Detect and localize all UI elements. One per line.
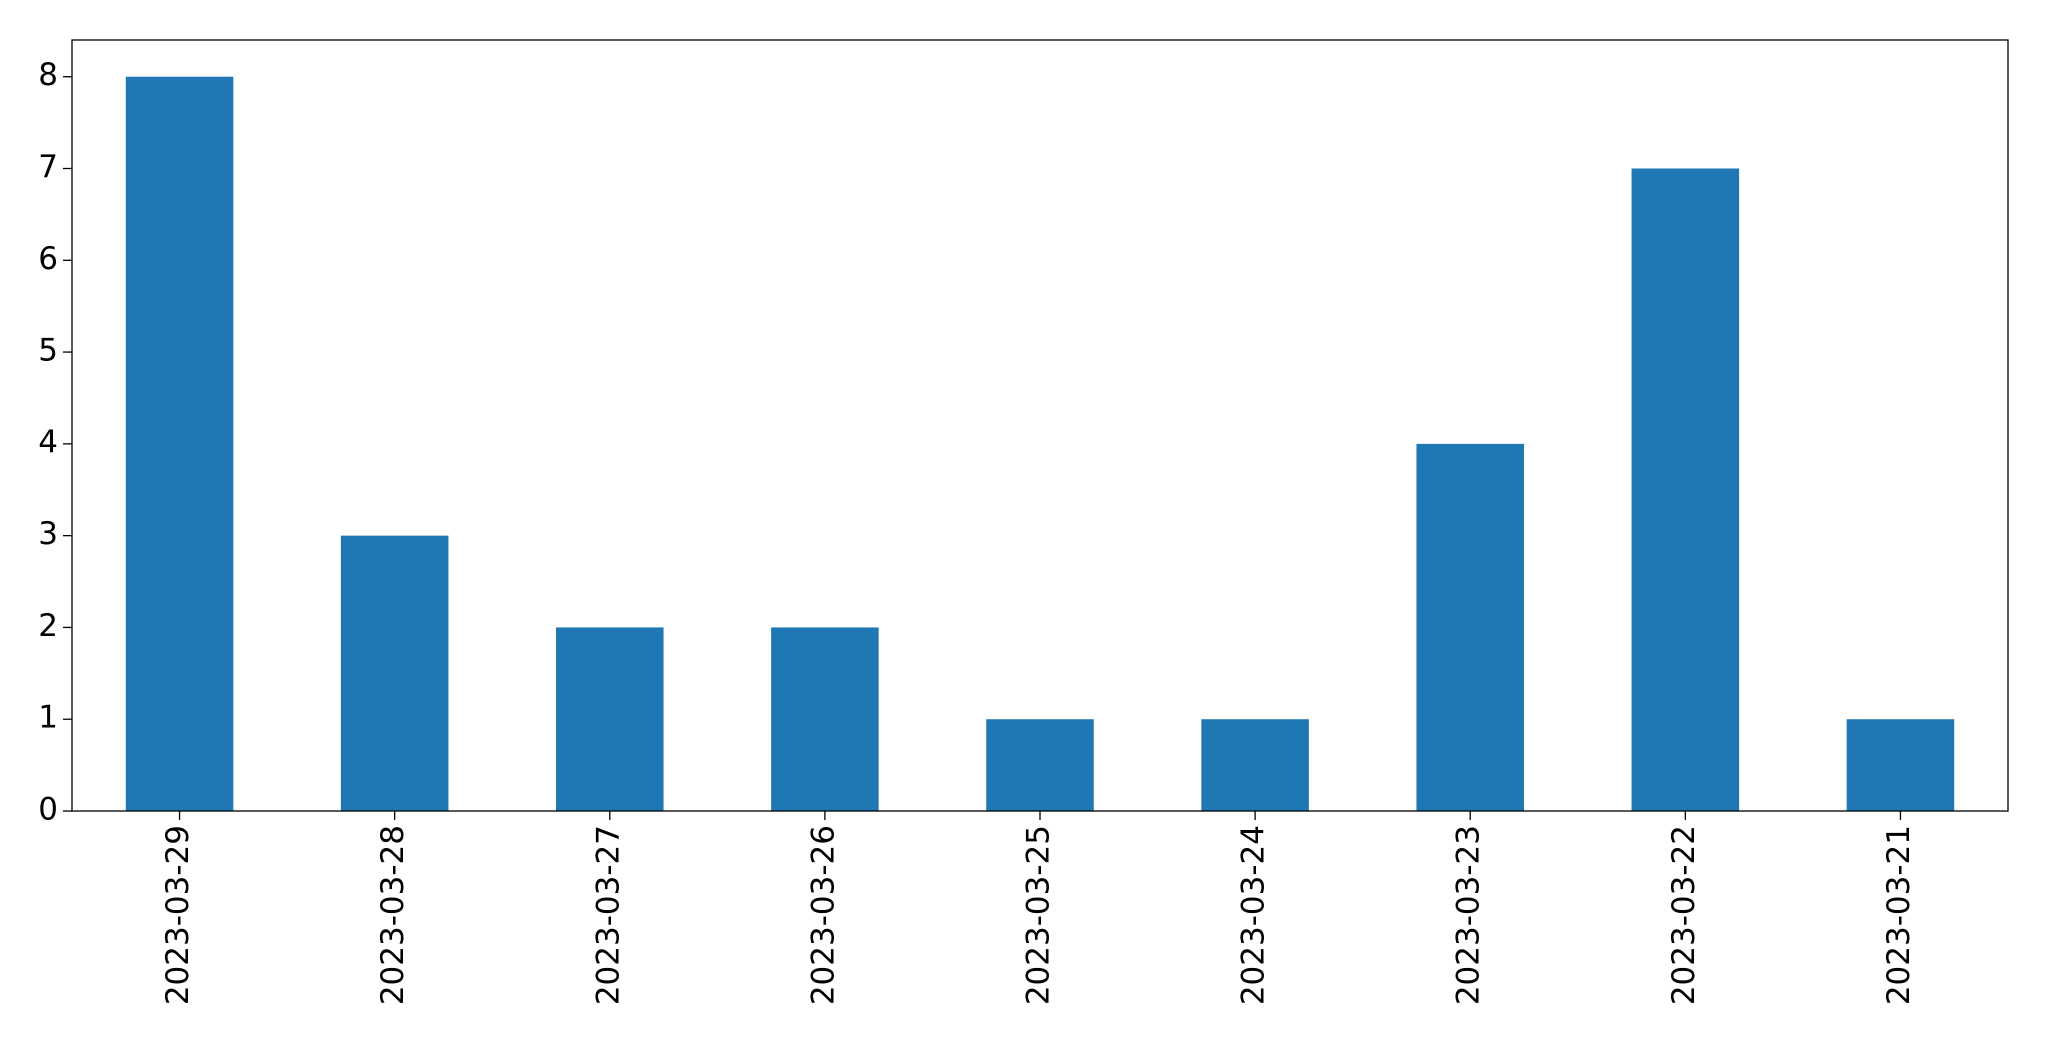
x-tick-label: 2023-03-26 bbox=[805, 825, 841, 1005]
bar bbox=[986, 719, 1094, 811]
bar bbox=[1631, 168, 1740, 811]
y-tick-label: 1 bbox=[38, 700, 58, 736]
y-tick-label: 2 bbox=[38, 608, 58, 644]
x-tick-label: 2023-03-23 bbox=[1451, 825, 1487, 1005]
x-tick-label: 2023-03-24 bbox=[1236, 825, 1272, 1005]
bar bbox=[1201, 719, 1309, 811]
y-tick-label: 7 bbox=[38, 149, 58, 185]
y-tick-label: 3 bbox=[38, 516, 58, 552]
y-tick-label: 6 bbox=[38, 241, 58, 277]
bar bbox=[1416, 443, 1524, 811]
y-tick-label: 0 bbox=[38, 792, 58, 828]
bar bbox=[125, 76, 234, 811]
y-tick-label: 8 bbox=[38, 57, 58, 93]
bar bbox=[340, 535, 449, 811]
x-tick-label: 2023-03-21 bbox=[1881, 825, 1917, 1005]
x-tick-label: 2023-03-22 bbox=[1666, 825, 1702, 1005]
bar bbox=[556, 627, 664, 811]
y-tick-label: 4 bbox=[38, 424, 58, 460]
bar bbox=[1846, 719, 1955, 811]
y-tick-label: 5 bbox=[38, 333, 58, 369]
bar bbox=[771, 627, 879, 811]
x-tick-label: 2023-03-29 bbox=[160, 825, 196, 1005]
x-tick-label: 2023-03-28 bbox=[375, 825, 411, 1005]
plot-frame bbox=[71, 39, 2009, 812]
x-tick-label: 2023-03-25 bbox=[1021, 825, 1057, 1005]
x-tick-label: 2023-03-27 bbox=[590, 825, 626, 1005]
